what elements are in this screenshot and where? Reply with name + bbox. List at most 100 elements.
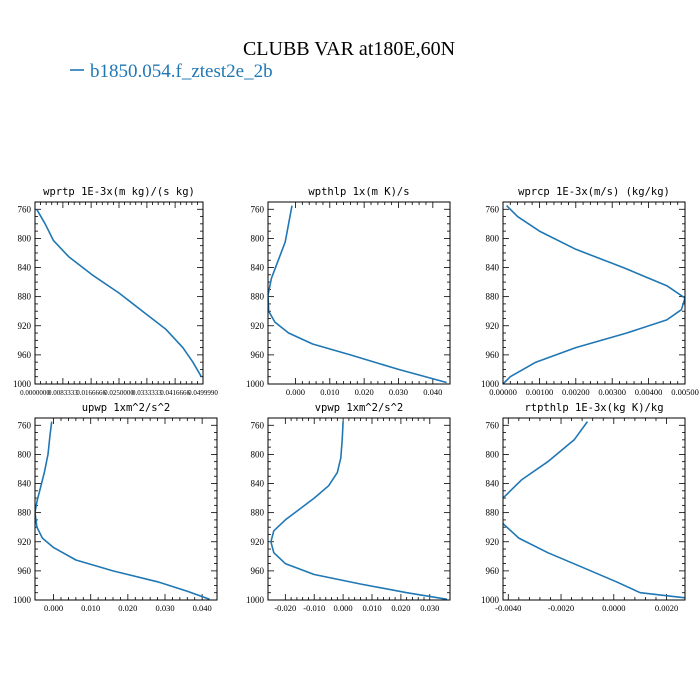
panel-grid: wprtp 1E-3x(m kg)/(s kg) 760 800 840 880 920 9… xyxy=(13,186,699,613)
y-tick-label: 920 xyxy=(18,537,32,547)
x-tick-label: -0.010 xyxy=(303,603,325,613)
panel-frame xyxy=(267,201,451,385)
y-tick-label: 880 xyxy=(251,508,265,518)
x-tick-label: 0.010 xyxy=(81,603,100,613)
panel-frame xyxy=(34,417,218,601)
y-tick-label: 760 xyxy=(251,420,265,430)
x-tick-label: 0.00200 xyxy=(562,387,590,397)
series-line-1 xyxy=(503,205,685,384)
x-tick-label: 0.0166666 xyxy=(76,389,106,397)
x-tick-label: 0.030 xyxy=(420,603,439,613)
y-tick-label: 840 xyxy=(18,263,32,273)
x-tick-label: 0.040 xyxy=(193,603,212,613)
x-tick-label: 0.010 xyxy=(362,603,381,613)
y-tick-label: 1000 xyxy=(246,595,265,605)
x-tick-label: 0.040 xyxy=(423,387,442,397)
y-tick-label: 840 xyxy=(486,479,500,489)
x-tick-label: -0.020 xyxy=(274,603,296,613)
y-tick-label: 800 xyxy=(486,233,500,243)
y-tick-label: 760 xyxy=(486,204,500,214)
x-tick-label: 0.030 xyxy=(155,603,174,613)
y-tick-label: 920 xyxy=(251,321,265,331)
y-tick-label: 880 xyxy=(251,292,265,302)
series-line-1 xyxy=(35,421,210,600)
x-tick-label: 0.00100 xyxy=(526,387,554,397)
panel-title: wprtp 1E-3x(m kg)/(s kg) xyxy=(43,186,195,198)
panel-5: vpwp 1xm^2/s^2 760 800 840 880 920 960 1000 -0.0… xyxy=(246,402,451,613)
x-tick-label: 0.020 xyxy=(118,603,137,613)
x-tick-label: 0.0083333 xyxy=(48,389,78,397)
x-tick-label: 0.020 xyxy=(355,387,374,397)
y-tick-label: 800 xyxy=(18,449,32,459)
y-tick-label: 1000 xyxy=(13,595,32,605)
y-tick-label: 960 xyxy=(18,566,32,576)
y-tick-label: 960 xyxy=(251,350,265,360)
y-tick-label: 920 xyxy=(18,321,32,331)
x-tick-label: -0.0020 xyxy=(548,603,574,613)
y-tick-label: 800 xyxy=(251,233,265,243)
y-tick-label: 760 xyxy=(251,204,265,214)
x-tick-label: 0.0333333 xyxy=(132,389,162,397)
panel-title: rtpthlp 1E-3x(kg K)/kg xyxy=(524,402,663,414)
legend: b1850.054.f_ztest2e_2b xyxy=(70,61,273,82)
y-tick-label: 760 xyxy=(486,420,500,430)
y-tick-label: 840 xyxy=(251,479,265,489)
y-tick-label: 920 xyxy=(486,537,500,547)
panel-title: wprcp 1E-3x(m/s) (kg/kg) xyxy=(518,186,670,198)
x-tick-label: 0.00500 xyxy=(671,387,699,397)
x-tick-label: -0.0040 xyxy=(495,603,521,613)
x-tick-label: 0.0416666 xyxy=(160,389,190,397)
y-tick-label: 880 xyxy=(486,508,500,518)
panel-title: vpwp 1xm^2/s^2 xyxy=(315,402,404,414)
series-line-1 xyxy=(503,421,685,599)
y-tick-label: 960 xyxy=(251,566,265,576)
y-tick-label: 840 xyxy=(486,263,500,273)
x-tick-label: 0.00300 xyxy=(598,387,626,397)
y-tick-label: 760 xyxy=(18,204,32,214)
x-tick-label: 0.000 xyxy=(334,603,353,613)
y-tick-label: 1000 xyxy=(481,595,500,605)
panel-title: upwp 1xm^2/s^2 xyxy=(82,402,171,414)
y-tick-label: 760 xyxy=(18,420,32,430)
panel-frame xyxy=(502,201,686,385)
x-tick-label: 0.00000 xyxy=(489,387,517,397)
y-tick-label: 840 xyxy=(18,479,32,489)
x-tick-label: 0.0020 xyxy=(655,603,678,613)
y-tick-label: 1000 xyxy=(246,379,265,389)
y-tick-label: 960 xyxy=(486,350,500,360)
series-line-1 xyxy=(36,208,202,378)
y-tick-label: 920 xyxy=(486,321,500,331)
y-tick-label: 1000 xyxy=(13,379,32,389)
y-tick-label: 800 xyxy=(251,449,265,459)
y-tick-label: 960 xyxy=(18,350,32,360)
panel-4: upwp 1xm^2/s^2 760 800 840 880 920 960 1000 0.00… xyxy=(13,402,218,613)
legend-series-label: b1850.054.f_ztest2e_2b xyxy=(90,61,273,82)
x-tick-label: 0.0000000 xyxy=(20,389,50,397)
y-tick-label: 920 xyxy=(251,537,265,547)
x-tick-label: 0.0250000 xyxy=(104,389,134,397)
y-tick-label: 880 xyxy=(486,292,500,302)
x-tick-label: 0.020 xyxy=(391,603,410,613)
panel-frame xyxy=(502,417,686,601)
y-tick-label: 880 xyxy=(18,292,32,302)
y-tick-label: 1000 xyxy=(481,379,500,389)
panel-2: wpthlp 1x(m K)/s 760 800 840 880 920 960 1000 0.… xyxy=(246,186,451,397)
x-tick-label: 0.00400 xyxy=(635,387,663,397)
panel-3: wprcp 1E-3x(m/s) (kg/kg) 760 800 840 880 920 9… xyxy=(481,186,699,397)
y-tick-label: 960 xyxy=(486,566,500,576)
x-tick-label: 0.000 xyxy=(286,387,305,397)
x-tick-label: 0.0499990 xyxy=(188,389,218,397)
panel-title: wpthlp 1x(m K)/s xyxy=(308,186,409,198)
panel-frame xyxy=(267,417,451,601)
series-line-1 xyxy=(268,205,447,384)
x-tick-label: 0.000 xyxy=(44,603,63,613)
figure-title: CLUBB VAR at180E,60N xyxy=(243,38,455,60)
panel-1: wprtp 1E-3x(m kg)/(s kg) 760 800 840 880 920 9… xyxy=(13,186,218,397)
series-line-1 xyxy=(270,421,448,600)
y-tick-label: 800 xyxy=(18,233,32,243)
x-tick-label: 0.010 xyxy=(320,387,339,397)
panel-6: rtpthlp 1E-3x(kg K)/kg 760 800 840 880 920 960… xyxy=(481,402,686,613)
x-tick-label: 0.0000 xyxy=(602,603,625,613)
y-tick-label: 800 xyxy=(486,449,500,459)
